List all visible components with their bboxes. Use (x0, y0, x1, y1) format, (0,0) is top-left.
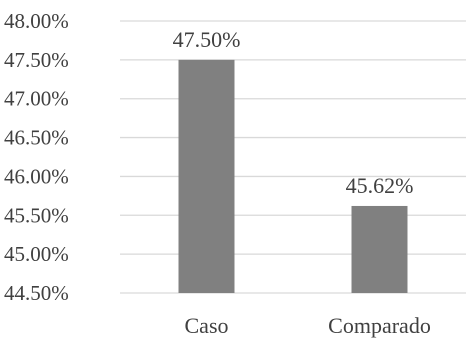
data-label: 47.50% (173, 27, 241, 52)
bars (178, 59, 408, 293)
bar (351, 205, 408, 293)
y-tick-label: 47.50% (4, 48, 69, 72)
y-tick-label: 47.00% (4, 87, 69, 111)
category-label: Comparado (328, 313, 431, 338)
y-tick-label: 46.00% (4, 164, 69, 188)
y-tick-label: 46.50% (4, 126, 69, 150)
data-labels: 47.50% 45.62% (173, 27, 414, 198)
data-label: 45.62% (346, 173, 414, 198)
y-tick-label: 45.00% (4, 242, 69, 266)
bar (178, 59, 235, 293)
y-tick-label: 44.50% (4, 281, 69, 305)
y-tick-label: 48.00% (4, 9, 69, 33)
y-tick-label: 45.50% (4, 203, 69, 227)
category-label: Caso (185, 313, 229, 338)
y-axis-tick-labels: 44.50% 45.00% 45.50% 46.00% 46.50% 47.00% 47.5… (4, 9, 69, 305)
gridlines (120, 20, 466, 294)
x-axis-category-labels: Caso Comparado (185, 313, 431, 338)
